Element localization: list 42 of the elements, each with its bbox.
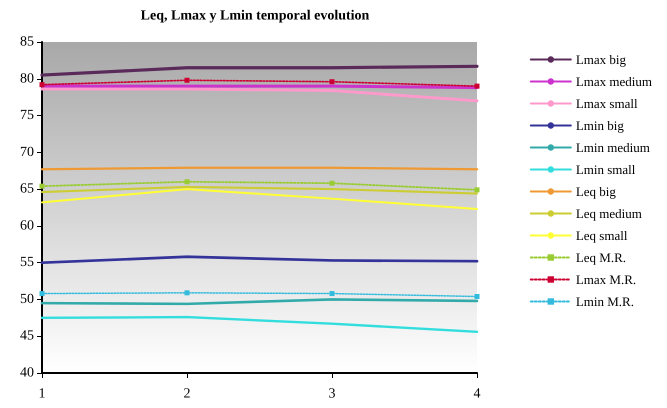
x-tick-label: 2 xyxy=(184,386,190,402)
legend-label: Lmax big xyxy=(576,52,627,67)
y-tick-label: 50 xyxy=(20,292,34,307)
legend-label: Lmin big xyxy=(576,118,624,133)
point xyxy=(330,79,334,84)
legend-label: Lmin M.R. xyxy=(576,294,634,309)
legend-label: Lmax M.R. xyxy=(576,272,636,287)
legend-label: Lmax medium xyxy=(576,74,652,89)
point xyxy=(330,291,334,296)
y-tick-label: 65 xyxy=(20,182,34,197)
y-tick-label: 55 xyxy=(20,255,34,270)
legend-label: Lmin medium xyxy=(576,140,650,155)
point xyxy=(40,291,44,296)
y-tick-label: 80 xyxy=(20,71,34,86)
legend-label: Leq medium xyxy=(576,206,642,221)
point xyxy=(474,187,480,192)
legend-label: Leq big xyxy=(576,184,616,199)
y-tick-label: 45 xyxy=(20,328,34,344)
y-tick-label: 85 xyxy=(20,34,34,50)
point xyxy=(40,184,44,189)
x-tick-label: 1 xyxy=(38,386,46,402)
legend-label: Lmax small xyxy=(576,96,638,111)
line-series xyxy=(41,188,478,210)
point xyxy=(184,290,190,296)
legend-label: Leq M.R. xyxy=(576,250,626,265)
point xyxy=(474,84,480,89)
x-tick-label: 3 xyxy=(328,386,336,402)
y-tick-label: 75 xyxy=(20,108,34,124)
point xyxy=(40,82,44,88)
y-tick-label: 60 xyxy=(20,218,34,234)
y-tick-label: 70 xyxy=(20,144,34,160)
legend-label: Leq small xyxy=(576,228,628,243)
point xyxy=(330,180,334,186)
point xyxy=(474,294,480,299)
line-series xyxy=(40,186,478,195)
line-series xyxy=(40,316,478,334)
legend-label: Lmin small xyxy=(576,162,636,177)
y-tick-label: 40 xyxy=(20,366,34,380)
point xyxy=(184,78,190,83)
x-tick-label: 4 xyxy=(474,386,480,402)
chart-title: Leq, Lmax y Lmin temporal evolution xyxy=(140,8,370,24)
point xyxy=(184,179,190,184)
